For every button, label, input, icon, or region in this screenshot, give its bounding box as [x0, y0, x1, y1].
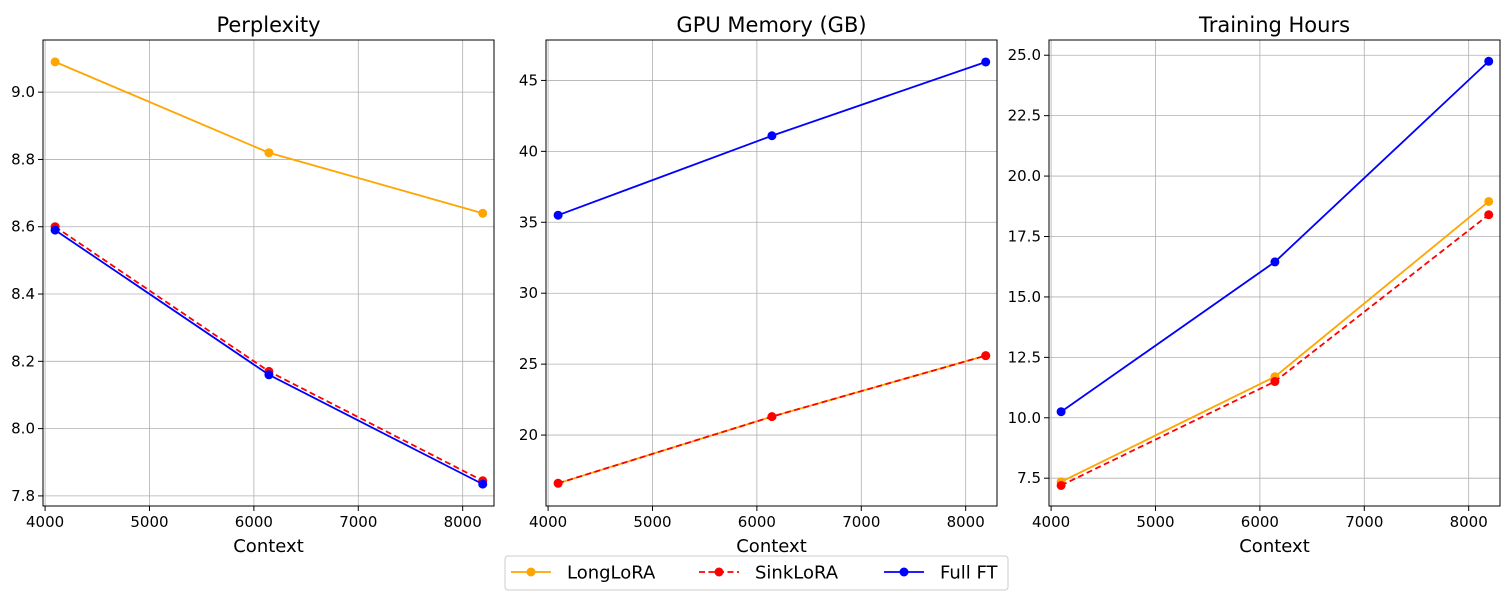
y-tick-label: 40: [519, 142, 538, 160]
data-point-full-ft: [1270, 257, 1280, 267]
y-tick-label: 20.0: [1008, 167, 1041, 185]
chart-panel-perplexity: 4000 5000 6000 7000 8000 7.8 8.0 8.2 8.4 8.6 8.8 9.…: [11, 13, 495, 557]
series-line-sinklora: [1060, 214, 1490, 487]
y-tick-label: 8.8: [11, 150, 35, 168]
x-tick-label: 5000: [633, 513, 671, 531]
legend-entry-sinklora: SinkLoRA: [699, 563, 839, 584]
x-tick-label: 6000: [738, 513, 776, 531]
data-point-sinklora: [1484, 210, 1494, 220]
chart-panel-training-hours: 4000 5000 6000 7000 8000 7.5 10.0 12.5 15.0 17.5 2…: [1008, 13, 1501, 557]
data-point-full-ft: [478, 479, 488, 489]
legend-entry-longlora: LongLoRA: [511, 563, 656, 584]
x-tick-label: 5000: [130, 513, 168, 531]
y-tick-label: 7.5: [1017, 469, 1041, 487]
data-point-full-ft: [1056, 407, 1066, 417]
x-tick-label: 6000: [1241, 513, 1279, 531]
y-tick-label: 45: [519, 71, 538, 89]
data-point-sinklora: [767, 412, 777, 422]
data-point-full-ft: [553, 210, 563, 220]
plot-frame: [545, 39, 998, 507]
x-tick-label: 5000: [1136, 513, 1174, 531]
data-point-full-ft: [50, 225, 60, 235]
y-tick-label: 35: [519, 213, 538, 231]
data-point-sinklora: [1056, 480, 1066, 490]
x-tick-label: 8000: [1450, 513, 1488, 531]
legend-label: Full FT: [940, 563, 999, 584]
series-line-longlora: [54, 61, 483, 215]
x-tick-label: 7000: [339, 513, 377, 531]
y-tick-label: 8.6: [11, 218, 35, 236]
legend-label: SinkLoRA: [755, 563, 839, 584]
series-line-sinklora: [54, 225, 484, 482]
y-tick-label: 17.5: [1008, 228, 1041, 246]
x-tick-label: 4000: [26, 513, 64, 531]
y-tick-label: 15.0: [1008, 288, 1041, 306]
data-point-full-ft: [981, 57, 991, 67]
plot-frame: [1048, 39, 1501, 507]
y-tick-label: 8.2: [11, 352, 35, 370]
data-point-full-ft: [767, 131, 777, 141]
legend-swatch-marker: [526, 567, 536, 577]
x-tick-label: 8000: [947, 513, 985, 531]
plot-frame: [42, 39, 495, 507]
chart-title: GPU Memory (GB): [676, 13, 866, 37]
y-tick-label: 10.0: [1008, 409, 1041, 427]
y-tick-label: 7.8: [11, 487, 35, 505]
x-axis-label: Context: [1239, 536, 1310, 557]
y-tick-label: 20: [519, 426, 538, 444]
data-point-sinklora: [981, 351, 991, 361]
data-point-longlora: [264, 148, 274, 158]
y-tick-label: 22.5: [1008, 107, 1041, 125]
x-axis-label: Context: [233, 536, 304, 557]
legend-swatch-marker: [899, 567, 909, 577]
x-tick-label: 7000: [842, 513, 880, 531]
y-tick-label: 8.4: [11, 285, 35, 303]
legend-swatch-marker: [714, 567, 724, 577]
legend-entry-full-ft: Full FT: [884, 563, 999, 584]
data-point-full-ft: [1484, 56, 1494, 66]
data-point-longlora: [50, 57, 60, 67]
data-point-full-ft: [264, 370, 274, 380]
x-tick-label: 4000: [1032, 513, 1070, 531]
x-tick-label: 4000: [529, 513, 567, 531]
data-point-longlora: [1484, 196, 1494, 206]
chart-title: Training Hours: [1198, 13, 1350, 37]
y-tick-label: 25: [519, 355, 538, 373]
y-tick-label: 30: [519, 284, 538, 302]
x-tick-label: 8000: [444, 513, 482, 531]
y-tick-label: 9.0: [11, 83, 35, 101]
legend-label: LongLoRA: [567, 563, 656, 584]
series-line-full-ft: [54, 229, 484, 485]
series-line-longlora: [1060, 200, 1490, 483]
data-point-longlora: [478, 208, 488, 218]
data-point-sinklora: [1270, 377, 1280, 387]
legend: LongLoRA SinkLoRA Full FT: [504, 555, 1009, 591]
x-axis-label: Context: [736, 536, 807, 557]
x-tick-label: 6000: [235, 513, 273, 531]
chart-panel-gpu-memory-gb: 4000 5000 6000 7000 8000 20 25 30 35 40 45 GPU Memo…: [519, 13, 998, 557]
y-tick-label: 12.5: [1008, 348, 1041, 366]
data-point-sinklora: [553, 478, 563, 488]
x-tick-label: 7000: [1345, 513, 1383, 531]
chart-title: Perplexity: [216, 13, 320, 37]
y-tick-label: 8.0: [11, 420, 35, 438]
y-tick-label: 25.0: [1008, 46, 1041, 64]
legend-frame: [504, 555, 1009, 591]
